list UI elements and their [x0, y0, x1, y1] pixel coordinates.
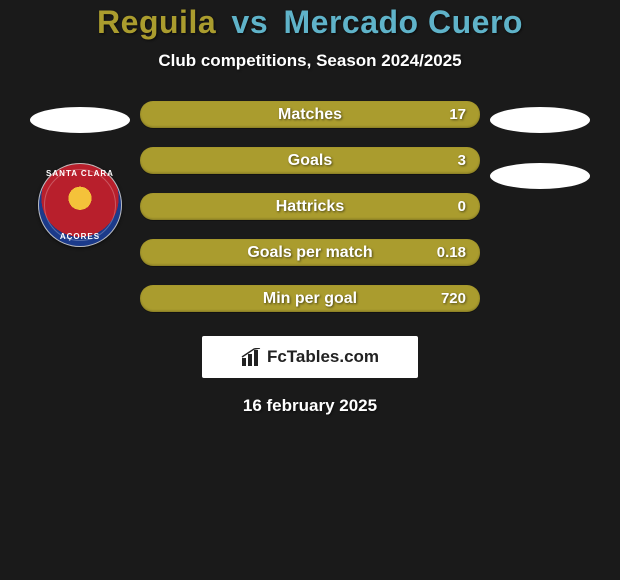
stat-bar-row: Goals per match0.18 — [140, 239, 480, 266]
left-column: SANTA CLARA AÇORES — [30, 101, 130, 247]
title-vs: vs — [232, 4, 269, 40]
stat-label: Goals — [140, 152, 480, 170]
brand-text: FcTables.com — [267, 347, 379, 367]
bars-icon — [241, 348, 263, 366]
stat-label: Hattricks — [140, 198, 480, 216]
stat-label: Goals per match — [140, 244, 480, 262]
stat-bars: Matches17 Goals3 Hattricks0 Goals per match… — [140, 101, 480, 312]
stat-label: Min per goal — [140, 290, 480, 308]
date-text: 16 february 2025 — [243, 396, 377, 416]
stats-card: Reguila vs Mercado Cuero Club competitio… — [0, 0, 620, 416]
stat-label: Matches — [140, 106, 480, 124]
player1-avatar-placeholder — [30, 107, 130, 133]
player1-club-badge: SANTA CLARA AÇORES — [38, 163, 122, 247]
stat-value-right: 3 — [458, 152, 466, 169]
player2-avatar-placeholder — [490, 107, 590, 133]
title-player1: Reguila — [97, 4, 216, 40]
stat-bar-row: Hattricks0 — [140, 193, 480, 220]
club-text-top: SANTA CLARA — [38, 169, 122, 178]
columns: SANTA CLARA AÇORES Matches17 Goals3 Hattri… — [0, 101, 620, 312]
subtitle: Club competitions, Season 2024/2025 — [0, 51, 620, 71]
brand-box: FcTables.com — [202, 336, 418, 378]
stat-bar-row: Matches17 — [140, 101, 480, 128]
stat-value-right: 0 — [458, 198, 466, 215]
stat-bar-row: Min per goal720 — [140, 285, 480, 312]
stat-value-right: 17 — [449, 106, 466, 123]
stat-value-right: 720 — [441, 290, 466, 307]
stat-bar-row: Goals3 — [140, 147, 480, 174]
title-player2: Mercado Cuero — [284, 4, 523, 40]
footer: FcTables.com 16 february 2025 — [0, 336, 620, 416]
stat-value-right: 0.18 — [437, 244, 466, 261]
club-text-bottom: AÇORES — [38, 232, 122, 241]
player2-club-placeholder — [490, 163, 590, 189]
page-title: Reguila vs Mercado Cuero — [0, 4, 620, 41]
right-column — [490, 101, 590, 189]
